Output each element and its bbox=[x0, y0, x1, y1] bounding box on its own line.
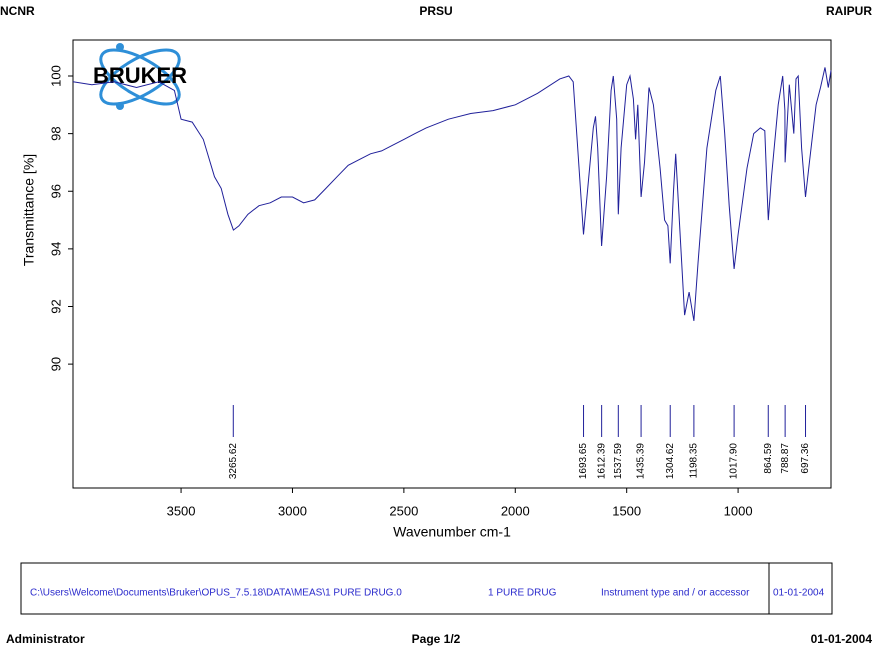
peak-label: 1198.35 bbox=[689, 443, 700, 479]
footer-left: Administrator bbox=[6, 632, 85, 646]
peak-label: 1304.62 bbox=[665, 443, 676, 480]
header-center: PRSU bbox=[419, 4, 452, 18]
x-tick-label: 2500 bbox=[389, 503, 418, 518]
y-axis-label: Transmittance [%] bbox=[21, 154, 37, 266]
header-left: NCNR bbox=[0, 4, 35, 18]
peak-label: 1612.39 bbox=[596, 443, 607, 480]
plot-frame bbox=[72, 39, 832, 489]
x-tick-label: 2000 bbox=[501, 503, 530, 518]
box-date: 01-01-2004 bbox=[773, 588, 825, 599]
peak-label: 788.87 bbox=[780, 443, 791, 474]
file-path: C:\Users\Welcome\Documents\Bruker\OPUS_7… bbox=[30, 588, 402, 599]
x-tick-label: 3000 bbox=[278, 503, 307, 518]
peak-label: 697.36 bbox=[800, 443, 811, 474]
logo: BRUKER bbox=[93, 43, 187, 110]
logo-text: BRUKER bbox=[93, 63, 187, 88]
spectrum-line bbox=[72, 67, 832, 321]
instrument: Instrument type and / or accessor bbox=[601, 588, 750, 599]
y-tick-label: 98 bbox=[48, 126, 63, 140]
info-box bbox=[20, 562, 833, 615]
x-tick-label: 1000 bbox=[724, 503, 753, 518]
peak-label: 1537.59 bbox=[613, 443, 624, 480]
x-axis-label: Wavenumber cm-1 bbox=[393, 524, 511, 540]
footer-center: Page 1/2 bbox=[412, 632, 461, 646]
footer-right: 01-01-2004 bbox=[811, 632, 872, 646]
y-tick-label: 96 bbox=[48, 184, 63, 198]
peak-label: 1435.39 bbox=[636, 443, 647, 480]
x-tick-label: 3500 bbox=[167, 503, 196, 518]
y-tick-label: 100 bbox=[48, 65, 63, 87]
y-tick-label: 90 bbox=[48, 357, 63, 371]
y-tick-label: 94 bbox=[48, 242, 63, 256]
header-right: RAIPUR bbox=[826, 4, 872, 18]
sample-name: 1 PURE DRUG bbox=[488, 588, 557, 599]
x-tick-label: 1500 bbox=[612, 503, 641, 518]
peak-label: 864.59 bbox=[763, 443, 774, 474]
peak-label: 1017.90 bbox=[729, 443, 740, 480]
y-tick-label: 92 bbox=[48, 299, 63, 313]
peak-label: 3265.62 bbox=[228, 443, 239, 480]
peak-label: 1693.65 bbox=[578, 443, 589, 480]
